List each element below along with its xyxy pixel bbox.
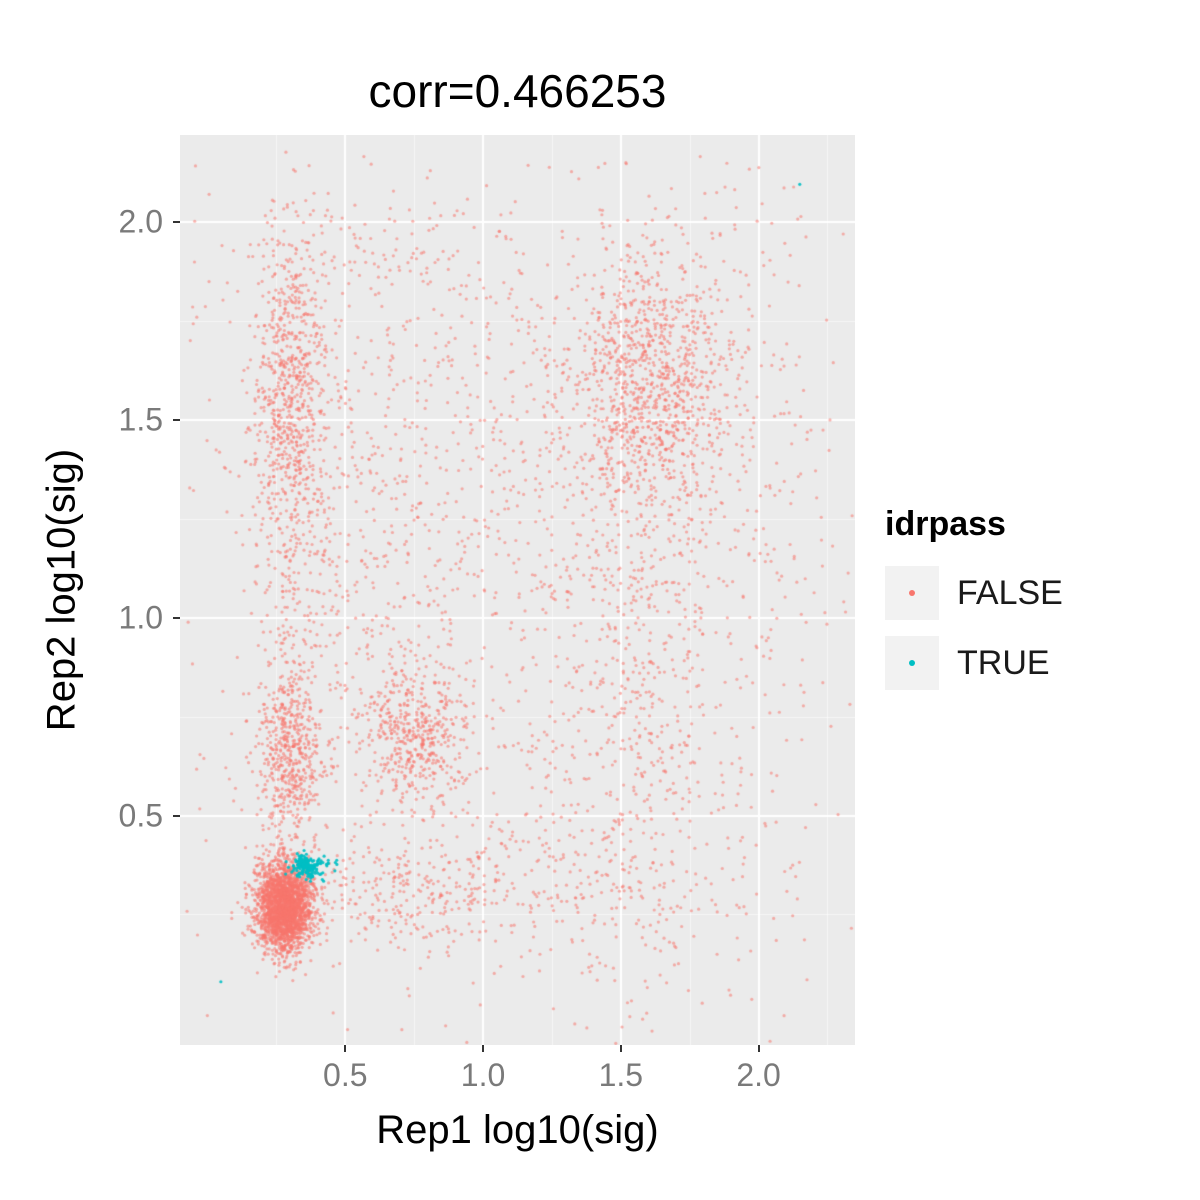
y-tick-label: 1.0 [118, 599, 163, 636]
scatter-plot-panel [180, 135, 855, 1045]
legend: idrpass FALSE TRUE [885, 505, 1195, 706]
true-point-icon [909, 660, 915, 666]
x-tick-label: 2.0 [736, 1057, 781, 1093]
x-axis-ticks: 0.5 1.0 1.5 2.0 [180, 1045, 855, 1105]
x-axis-title: Rep1 log10(sig) [376, 1108, 659, 1152]
legend-entry-true: TRUE [885, 636, 1195, 690]
y-axis-ticks: 0.5 1.0 1.5 2.0 [0, 135, 180, 1045]
x-tick-mark [344, 1045, 347, 1052]
legend-title: idrpass [885, 505, 1006, 543]
legend-key-false [885, 566, 939, 620]
false-point-icon [909, 590, 915, 596]
x-tick-mark [757, 1045, 760, 1052]
legend-entry-false: FALSE [885, 566, 1195, 620]
y-tick-mark [173, 221, 180, 224]
y-tick-mark [173, 616, 180, 619]
legend-label-false: FALSE [957, 573, 1063, 612]
legend-key-true [885, 636, 939, 690]
x-tick-mark [482, 1045, 485, 1052]
x-tick-label: 1.0 [460, 1057, 506, 1093]
y-tick-label: 1.5 [118, 401, 163, 438]
x-tick-label: 1.5 [598, 1057, 644, 1093]
legend-label-true: TRUE [957, 643, 1050, 682]
y-tick-label: 0.5 [118, 797, 163, 834]
y-tick-label: 2.0 [118, 203, 163, 240]
y-tick-mark [173, 418, 180, 421]
x-tick-mark [619, 1045, 622, 1052]
y-tick-mark [173, 814, 180, 817]
x-tick-label: 0.5 [323, 1057, 368, 1093]
chart-title: corr=0.466253 [368, 65, 667, 117]
